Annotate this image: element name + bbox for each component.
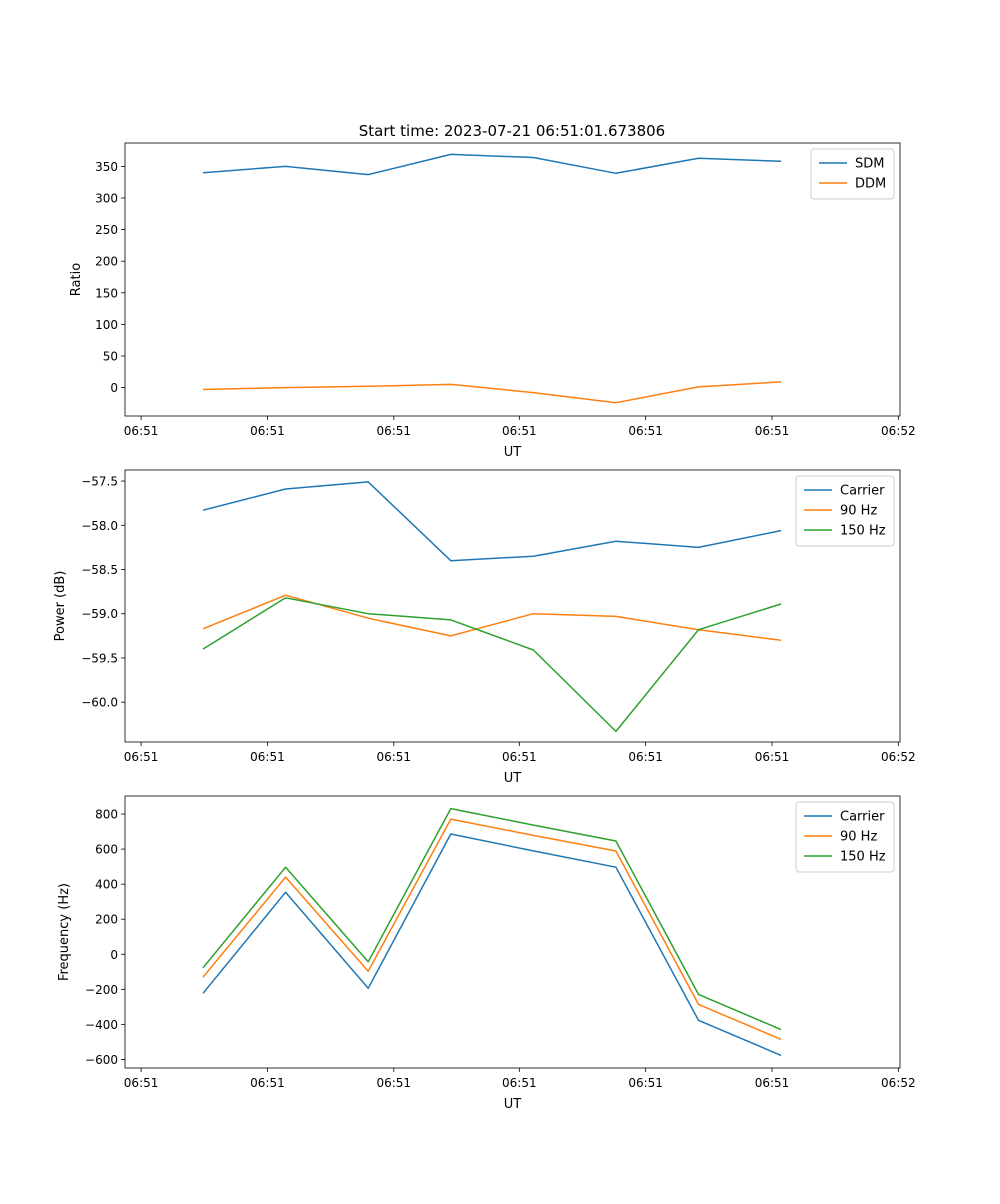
x-tick-label: 06:51 [124, 750, 159, 764]
y-tick-label: 100 [95, 318, 118, 332]
y-tick-label: −59.5 [81, 651, 118, 665]
y-tick-label: 800 [95, 808, 118, 822]
y-tick-label: −57.5 [81, 475, 118, 489]
legend-label: 90 Hz [840, 830, 877, 845]
legend: SDM DDM [811, 149, 894, 199]
x-tick-label: 06:51 [502, 1076, 537, 1090]
legend-label: Carrier [840, 484, 885, 499]
y-tick-label: −58.0 [81, 519, 118, 533]
x-tick-label: 06:51 [628, 750, 663, 764]
x-tick-label: 06:51 [124, 1076, 159, 1090]
x-axis-label: UT [504, 1097, 522, 1112]
x-tick-label: 06:52 [881, 1076, 916, 1090]
figure-title: Start time: 2023-07-21 06:51:01.673806 [359, 122, 665, 140]
legend-label: DDM [855, 177, 886, 192]
y-tick-label: 150 [95, 286, 118, 300]
legend-label: 150 Hz [840, 850, 886, 865]
y-tick-label: 250 [95, 223, 118, 237]
y-tick-label: 350 [95, 160, 118, 174]
x-tick-label: 06:51 [755, 750, 790, 764]
y-tick-label: −59.0 [81, 607, 118, 621]
y-tick-label: 600 [95, 843, 118, 857]
x-tick-label: 06:51 [628, 1076, 663, 1090]
y-tick-label: 200 [95, 255, 118, 269]
y-axis-label: Frequency (Hz) [57, 883, 72, 981]
legend: Carrier 90 Hz 150 Hz [796, 476, 894, 546]
x-tick-label: 06:51 [376, 424, 411, 438]
x-tick-label: 06:51 [502, 750, 537, 764]
y-tick-label: 400 [95, 878, 118, 892]
x-tick-label: 06:52 [881, 424, 916, 438]
x-tick-label: 06:51 [250, 424, 285, 438]
legend: Carrier 90 Hz 150 Hz [796, 802, 894, 872]
x-tick-label: 06:51 [376, 1076, 411, 1090]
y-tick-label: 50 [103, 349, 118, 363]
y-tick-label: −200 [85, 983, 118, 997]
y-tick-label: −400 [85, 1018, 118, 1032]
x-tick-label: 06:51 [250, 750, 285, 764]
y-tick-label: −58.5 [81, 563, 118, 577]
y-tick-label: 0 [110, 381, 118, 395]
y-tick-label: −60.0 [81, 696, 118, 710]
y-tick-label: −600 [85, 1053, 118, 1067]
legend-label: SDM [855, 157, 884, 172]
y-tick-label: 0 [110, 948, 118, 962]
x-tick-label: 06:51 [755, 424, 790, 438]
x-tick-label: 06:51 [502, 424, 537, 438]
x-axis-label: UT [504, 771, 522, 786]
x-tick-label: 06:52 [881, 750, 916, 764]
y-axis-label: Ratio [69, 263, 84, 296]
x-tick-label: 06:51 [628, 424, 663, 438]
legend-label: Carrier [840, 810, 885, 825]
x-tick-label: 06:51 [124, 424, 159, 438]
legend-label: 90 Hz [840, 504, 877, 519]
x-tick-label: 06:51 [755, 1076, 790, 1090]
y-tick-label: 200 [95, 913, 118, 927]
x-tick-label: 06:51 [250, 1076, 285, 1090]
y-axis-label: Power (dB) [53, 571, 68, 642]
x-axis-label: UT [504, 445, 522, 460]
x-tick-label: 06:51 [376, 750, 411, 764]
legend-label: 150 Hz [840, 524, 886, 539]
y-tick-label: 300 [95, 191, 118, 205]
